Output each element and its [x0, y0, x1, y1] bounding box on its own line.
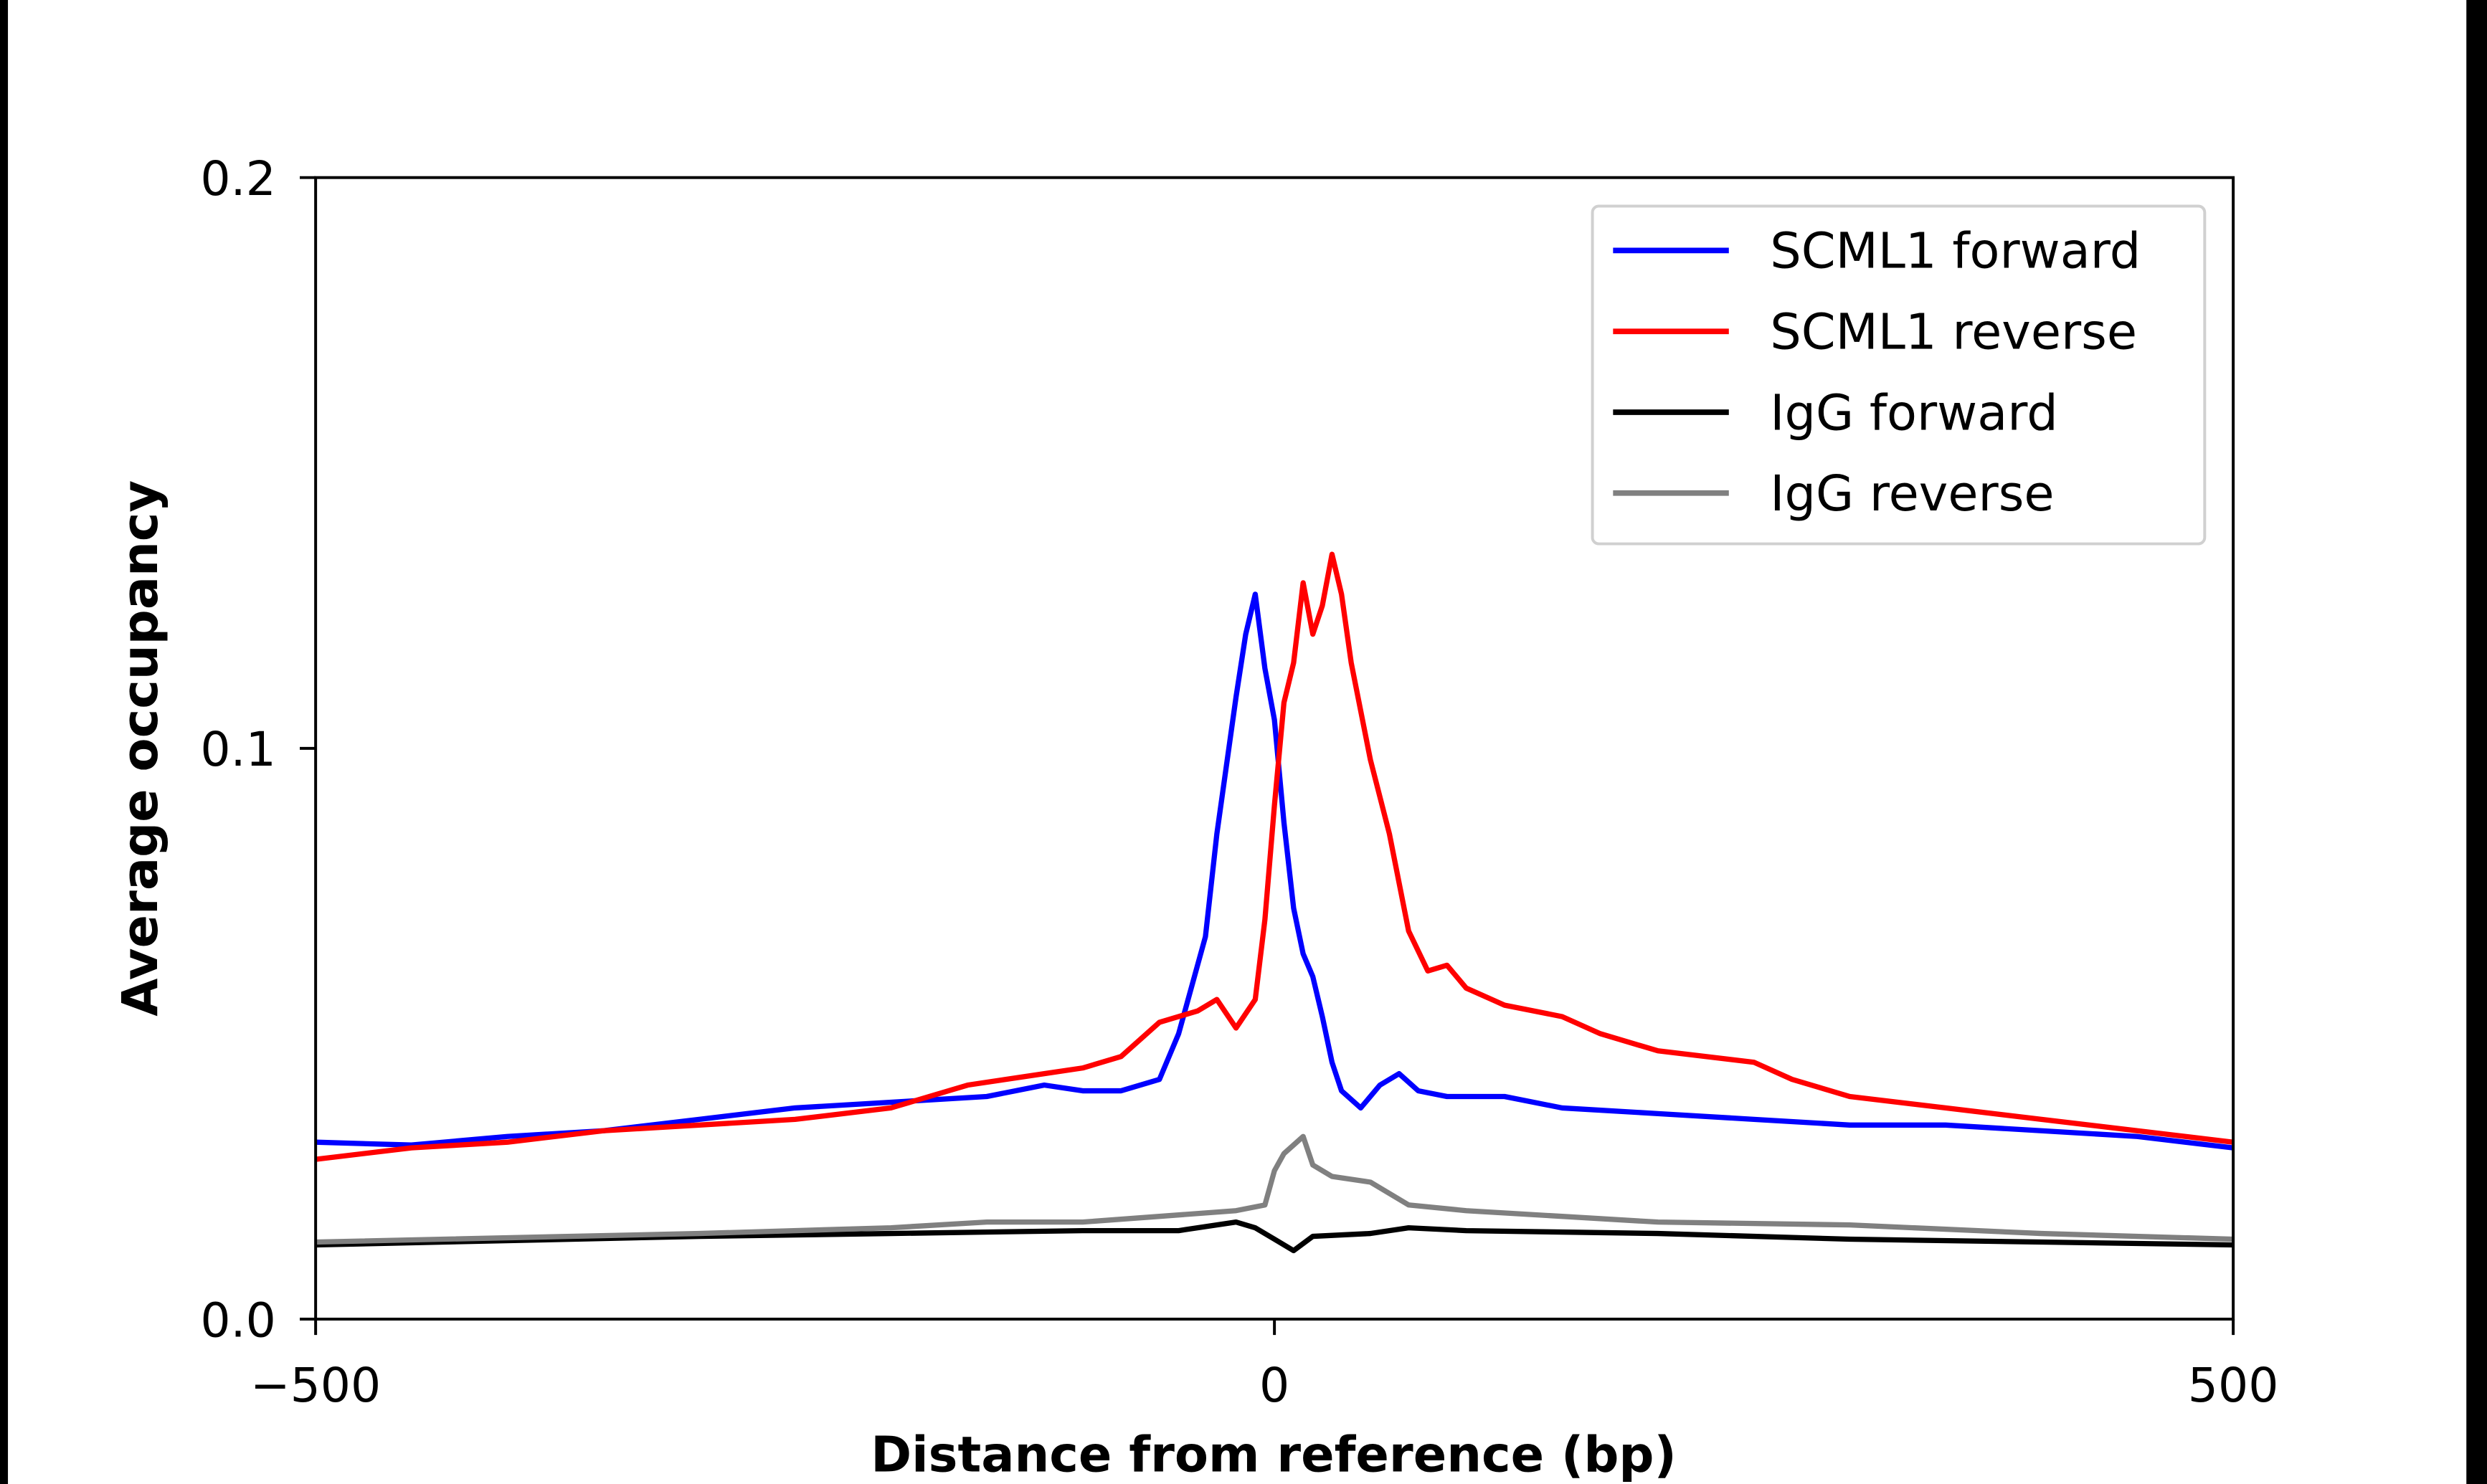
axis-ticks: −500 0 500 0.0 0.1 0.2: [200, 151, 2278, 1413]
x-tick-label: 500: [2188, 1357, 2279, 1413]
legend-label: IgG forward: [1770, 384, 2057, 442]
series-line-scml1-forward: [316, 591, 2234, 1151]
legend-item: SCML1 reverse: [1613, 304, 2137, 361]
series-lines: [315, 551, 2234, 1254]
right-border: [2466, 0, 2487, 1484]
y-tick-label: 0.2: [200, 151, 275, 206]
x-tick-label: −500: [250, 1357, 381, 1413]
legend-label: IgG reverse: [1770, 465, 2054, 523]
x-axis-label: Distance from reference (bp): [871, 1426, 1677, 1483]
legend: SCML1 forward SCML1 reverse IgG forward IgG…: [1591, 204, 2207, 546]
legend-item: IgG reverse: [1613, 465, 2055, 523]
series-line-igg-forward: [316, 1219, 2234, 1254]
legend-label: SCML1 forward: [1770, 223, 2141, 280]
series-line-scml1-reverse: [315, 551, 2234, 1162]
left-border: [0, 0, 9, 1484]
x-tick-label: 0: [1259, 1357, 1289, 1413]
series-line-igg-reverse: [316, 1133, 2234, 1245]
legend-item: IgG forward: [1613, 384, 2058, 442]
y-axis-label: Average occupancy: [112, 480, 169, 1017]
legend-frame: [1591, 204, 2207, 546]
legend-item: SCML1 forward: [1613, 223, 2141, 280]
legend-label: SCML1 reverse: [1770, 304, 2137, 361]
y-tick-label: 0.1: [200, 721, 275, 777]
y-tick-label: 0.0: [200, 1292, 275, 1348]
